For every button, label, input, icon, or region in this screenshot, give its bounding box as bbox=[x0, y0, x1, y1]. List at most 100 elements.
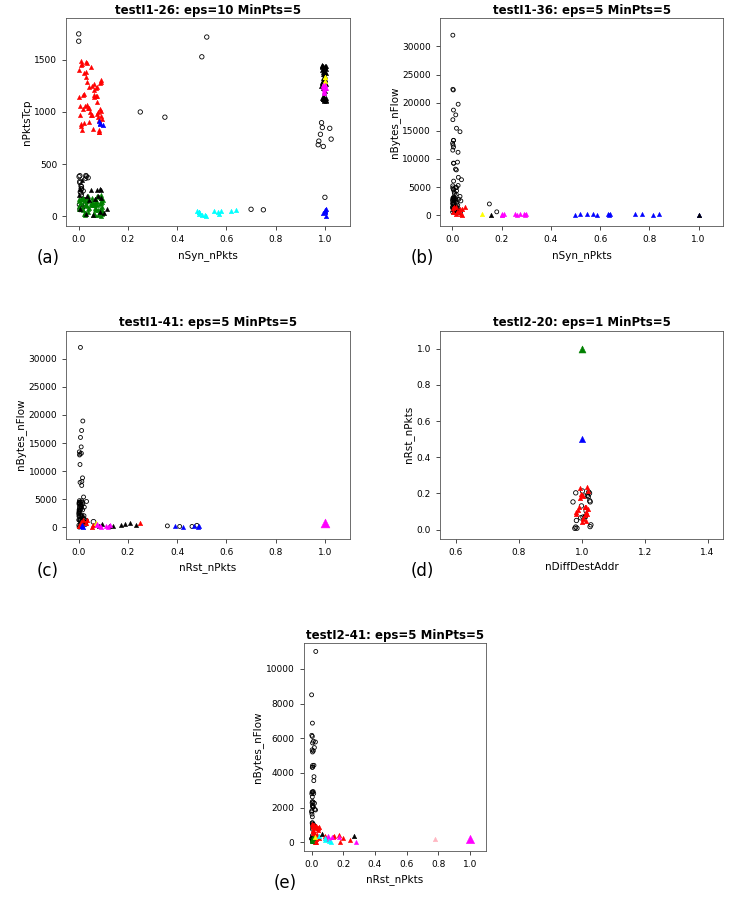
Point bbox=[75, 99, 86, 113]
Point bbox=[454, 189, 466, 204]
Point bbox=[73, 503, 85, 518]
Point bbox=[317, 92, 328, 106]
X-axis label: nDiffDestAddr: nDiffDestAddr bbox=[545, 563, 618, 572]
Point bbox=[79, 99, 91, 113]
Point bbox=[448, 193, 460, 208]
Point bbox=[306, 759, 318, 773]
Point bbox=[567, 495, 579, 510]
Point bbox=[81, 190, 93, 205]
Point bbox=[80, 198, 92, 212]
Point bbox=[317, 81, 329, 95]
Y-axis label: nRst_nPkts: nRst_nPkts bbox=[403, 406, 414, 463]
Point bbox=[87, 208, 99, 222]
Point bbox=[308, 827, 320, 842]
Point bbox=[73, 502, 85, 517]
Point bbox=[455, 205, 466, 220]
Point bbox=[306, 834, 318, 848]
Point bbox=[509, 207, 521, 221]
Point bbox=[81, 512, 93, 527]
Point bbox=[80, 97, 92, 112]
Point bbox=[80, 494, 92, 509]
Point bbox=[333, 827, 345, 842]
Point bbox=[80, 169, 92, 184]
Point bbox=[320, 831, 331, 845]
Point bbox=[447, 138, 459, 153]
Point bbox=[96, 112, 108, 126]
Point bbox=[102, 520, 114, 534]
Point bbox=[306, 787, 318, 802]
Point bbox=[92, 80, 103, 94]
Point bbox=[570, 507, 582, 522]
Point bbox=[73, 191, 85, 206]
Point bbox=[85, 196, 97, 210]
Point bbox=[312, 820, 324, 834]
Point bbox=[629, 207, 641, 221]
Point bbox=[75, 54, 87, 69]
Point bbox=[93, 113, 105, 128]
Point bbox=[328, 829, 340, 844]
Point bbox=[88, 198, 100, 212]
Point bbox=[316, 59, 328, 74]
Point bbox=[107, 519, 119, 533]
Point bbox=[579, 500, 591, 514]
Point bbox=[95, 183, 107, 198]
Point bbox=[95, 194, 107, 209]
Point bbox=[449, 162, 461, 177]
Point bbox=[74, 108, 86, 123]
Point bbox=[94, 102, 106, 116]
Point bbox=[317, 120, 328, 135]
Point bbox=[320, 203, 331, 218]
Point bbox=[447, 196, 459, 210]
Point bbox=[455, 172, 467, 187]
Point bbox=[447, 113, 459, 127]
Point bbox=[323, 834, 334, 849]
Point bbox=[79, 198, 91, 212]
Point bbox=[455, 194, 466, 209]
Point bbox=[79, 208, 91, 222]
Point bbox=[89, 192, 100, 207]
Point bbox=[91, 95, 103, 110]
Point bbox=[448, 203, 460, 218]
Point bbox=[448, 140, 460, 155]
Point bbox=[199, 208, 210, 222]
Point bbox=[483, 197, 495, 211]
Point bbox=[89, 90, 100, 104]
Point bbox=[307, 799, 319, 813]
Point bbox=[75, 178, 87, 193]
Point bbox=[208, 204, 220, 219]
Point bbox=[576, 484, 588, 499]
Point bbox=[450, 108, 462, 123]
Point bbox=[324, 121, 336, 135]
Point bbox=[310, 644, 322, 659]
Point bbox=[77, 513, 89, 528]
Point bbox=[86, 194, 98, 209]
Point bbox=[602, 207, 614, 221]
Point bbox=[312, 137, 324, 152]
Point bbox=[86, 108, 97, 123]
Point bbox=[319, 71, 331, 86]
Point bbox=[459, 199, 471, 214]
Point bbox=[447, 191, 459, 206]
Point bbox=[90, 81, 102, 96]
Point bbox=[450, 187, 462, 201]
Point bbox=[454, 201, 466, 216]
Point bbox=[78, 511, 90, 526]
Point bbox=[76, 518, 88, 533]
Point bbox=[498, 207, 510, 221]
Point bbox=[75, 501, 87, 516]
Point bbox=[74, 176, 86, 190]
Point bbox=[450, 203, 462, 218]
Point bbox=[306, 803, 318, 818]
Point bbox=[582, 483, 593, 498]
Point bbox=[452, 201, 463, 216]
Point bbox=[75, 196, 87, 210]
Point bbox=[569, 521, 581, 535]
Point bbox=[316, 58, 328, 72]
Point bbox=[83, 115, 95, 130]
Point bbox=[73, 194, 85, 209]
Title: testI1-41: eps=5 MinPts=5: testI1-41: eps=5 MinPts=5 bbox=[119, 317, 297, 329]
Point bbox=[308, 773, 320, 788]
Point bbox=[319, 190, 331, 205]
Point bbox=[77, 511, 89, 525]
Point bbox=[87, 518, 99, 533]
